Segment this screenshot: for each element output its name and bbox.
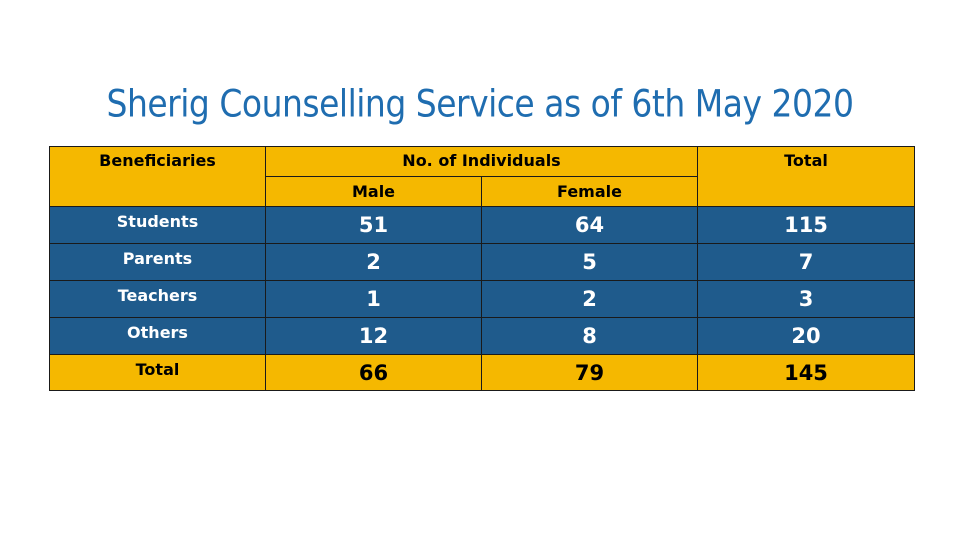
row-label: Others: [49, 317, 266, 355]
header-male: Male: [265, 176, 482, 207]
female-count: 8: [481, 317, 698, 355]
header-beneficiaries: Beneficiaries: [49, 146, 266, 207]
table-row: Parents 2 5 7: [49, 243, 915, 281]
female-count: 5: [481, 243, 698, 281]
totals-label: Total: [49, 354, 266, 391]
grand-total: 145: [697, 354, 915, 391]
totals-row: Total 66 79 145: [49, 354, 915, 391]
total-count: 3: [697, 280, 915, 318]
male-total: 66: [265, 354, 482, 391]
total-count: 7: [697, 243, 915, 281]
row-label: Students: [49, 206, 266, 244]
female-count: 64: [481, 206, 698, 244]
header-total: Total: [697, 146, 915, 207]
total-count: 115: [697, 206, 915, 244]
total-count: 20: [697, 317, 915, 355]
row-label: Teachers: [49, 280, 266, 318]
table-row: Teachers 1 2 3: [49, 280, 915, 318]
female-count: 2: [481, 280, 698, 318]
table-row: Students 51 64 115: [49, 206, 915, 244]
beneficiaries-table: Beneficiaries No. of Individuals Total M…: [49, 146, 915, 391]
header-individuals: No. of Individuals: [265, 146, 698, 177]
male-count: 51: [265, 206, 482, 244]
male-count: 2: [265, 243, 482, 281]
male-count: 12: [265, 317, 482, 355]
slide-title: Sherig Counselling Service as of 6th May…: [106, 81, 854, 126]
table-row: Others 12 8 20: [49, 317, 915, 355]
male-count: 1: [265, 280, 482, 318]
row-label: Parents: [49, 243, 266, 281]
header-female: Female: [481, 176, 698, 207]
female-total: 79: [481, 354, 698, 391]
